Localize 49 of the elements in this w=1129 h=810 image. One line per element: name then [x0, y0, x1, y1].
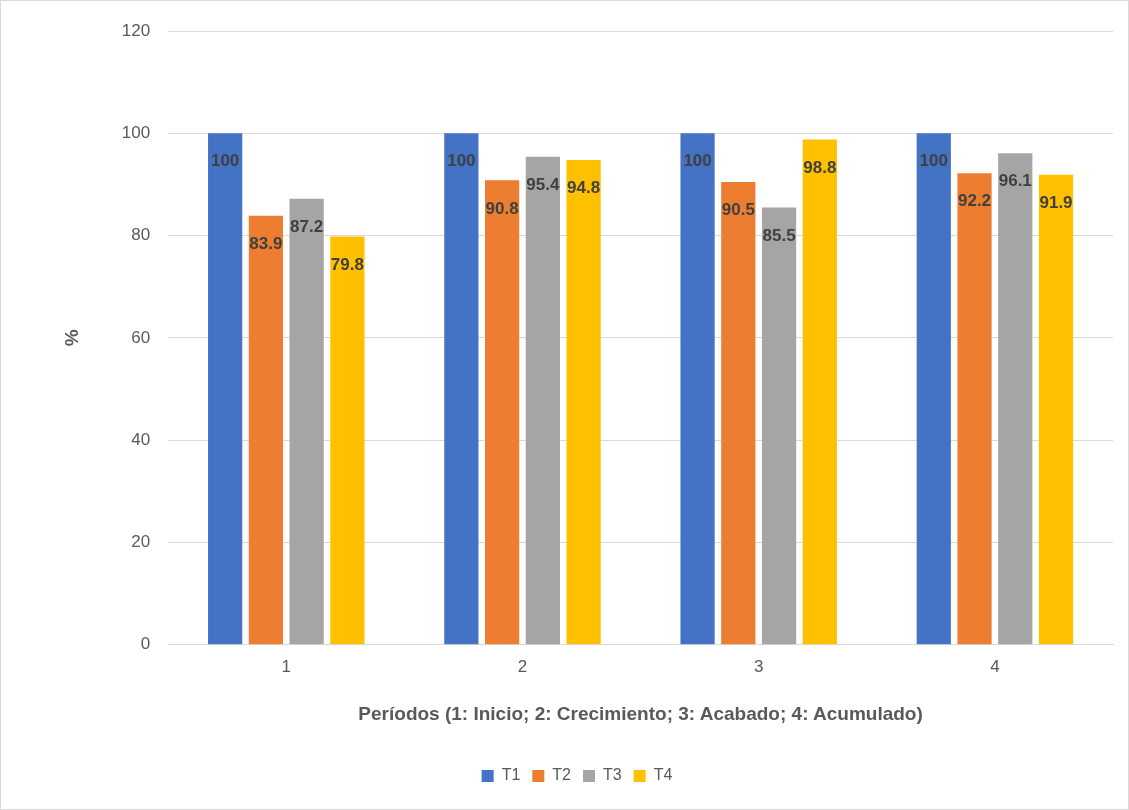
bar [484, 180, 520, 645]
data-label: 87.2 [290, 216, 324, 236]
x-tick-label: 1 [281, 656, 291, 676]
legend-label: T1 [501, 766, 521, 784]
data-label: 91.9 [1039, 192, 1073, 212]
data-label: 95.4 [526, 175, 560, 195]
x-tick-label: 3 [753, 656, 764, 676]
data-label: 83.9 [249, 233, 283, 253]
bar [444, 133, 479, 645]
y-tick-label: 100 [121, 122, 151, 142]
bar [998, 153, 1033, 645]
data-label: 96.1 [998, 171, 1032, 191]
bar [330, 236, 365, 645]
y-axis-title: % [60, 329, 82, 347]
x-tick-label: 4 [990, 656, 1000, 676]
data-label: 98.8 [803, 157, 837, 177]
bar [248, 215, 284, 645]
bar [761, 207, 797, 645]
bar [802, 139, 837, 645]
bar [680, 133, 715, 645]
x-axis-title: Períodos (1: Inicio; 2: Crecimiento; 3: Acabado; 4: Acumulado) [358, 702, 923, 724]
x-tick-label: 2 [517, 656, 528, 676]
data-label: 100 [210, 151, 240, 171]
data-label: 85.5 [762, 225, 796, 245]
data-label: 90.8 [485, 198, 519, 218]
data-label: 90.5 [721, 200, 755, 220]
bar [525, 156, 560, 645]
bar [566, 159, 601, 645]
data-label: 92.2 [957, 191, 992, 211]
y-tick-label: 20 [131, 532, 151, 552]
bar [208, 133, 243, 645]
bar [916, 133, 951, 645]
bar [289, 198, 324, 645]
y-tick-label: 120 [121, 20, 151, 40]
legend-label: T4 [653, 766, 673, 784]
y-tick-label: 40 [131, 429, 151, 449]
bar [721, 181, 756, 645]
data-label: 100 [683, 151, 712, 171]
y-tick-label: 60 [131, 327, 151, 347]
data-label: 79.8 [330, 254, 364, 274]
data-label: 100 [919, 151, 948, 171]
legend-label: T2 [552, 766, 572, 784]
legend-label: T3 [603, 766, 622, 784]
bar [1038, 174, 1074, 645]
y-tick-label: 0 [140, 634, 151, 654]
bar [957, 173, 992, 645]
data-label: 94.8 [567, 178, 601, 198]
data-label: 100 [447, 151, 476, 171]
y-tick-label: 80 [131, 225, 151, 245]
